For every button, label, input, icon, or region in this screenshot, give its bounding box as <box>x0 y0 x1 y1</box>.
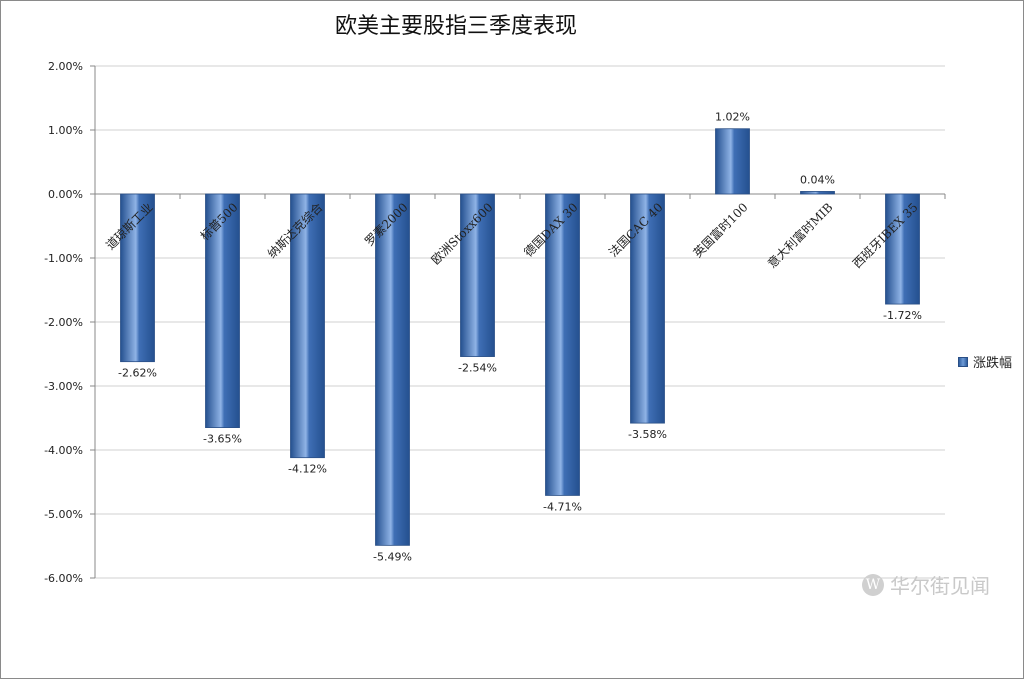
bar <box>800 191 835 195</box>
category-label: 意大利富时MIB <box>764 199 835 270</box>
legend-swatch <box>958 356 968 367</box>
watermark: W 华尔街见闻 <box>862 570 990 599</box>
data-label: -3.65% <box>203 433 242 446</box>
bar <box>545 193 580 496</box>
data-label: -2.62% <box>118 367 157 380</box>
y-tick-label: -2.00% <box>44 316 83 329</box>
data-label: -1.72% <box>883 309 922 322</box>
y-tick-label: -1.00% <box>44 252 83 265</box>
chart-title: 欧美主要股指三季度表现 <box>334 14 577 39</box>
legend: 涨跌幅 <box>958 352 1012 371</box>
data-label: 1.02% <box>715 111 750 124</box>
bar <box>715 128 750 195</box>
y-tick-label: -5.00% <box>44 508 83 521</box>
watermark-text: 华尔街见闻 <box>890 574 990 598</box>
y-tick-label: -6.00% <box>44 572 83 585</box>
data-label: -3.58% <box>628 428 667 441</box>
bar <box>460 193 495 357</box>
bar <box>205 193 240 429</box>
y-tick-label: -3.00% <box>44 380 83 393</box>
legend-label: 涨跌幅 <box>973 356 1013 371</box>
bar <box>885 193 920 305</box>
y-tick-label: 2.00% <box>48 60 83 73</box>
y-tick-label: 0.00% <box>48 188 83 201</box>
bar <box>290 193 325 459</box>
data-label: -4.12% <box>288 463 327 476</box>
data-label: -5.49% <box>373 550 412 563</box>
category-label: 英国富时100 <box>690 200 751 261</box>
bar <box>375 193 410 546</box>
bar <box>630 193 665 424</box>
data-label: 0.04% <box>800 173 835 186</box>
y-tick-label: 1.00% <box>48 124 83 137</box>
data-label: -4.71% <box>543 500 582 513</box>
watermark-logo-icon: W <box>862 573 884 596</box>
y-tick-label: -4.00% <box>44 444 83 457</box>
bar <box>120 193 155 363</box>
data-label: -2.54% <box>458 362 497 375</box>
